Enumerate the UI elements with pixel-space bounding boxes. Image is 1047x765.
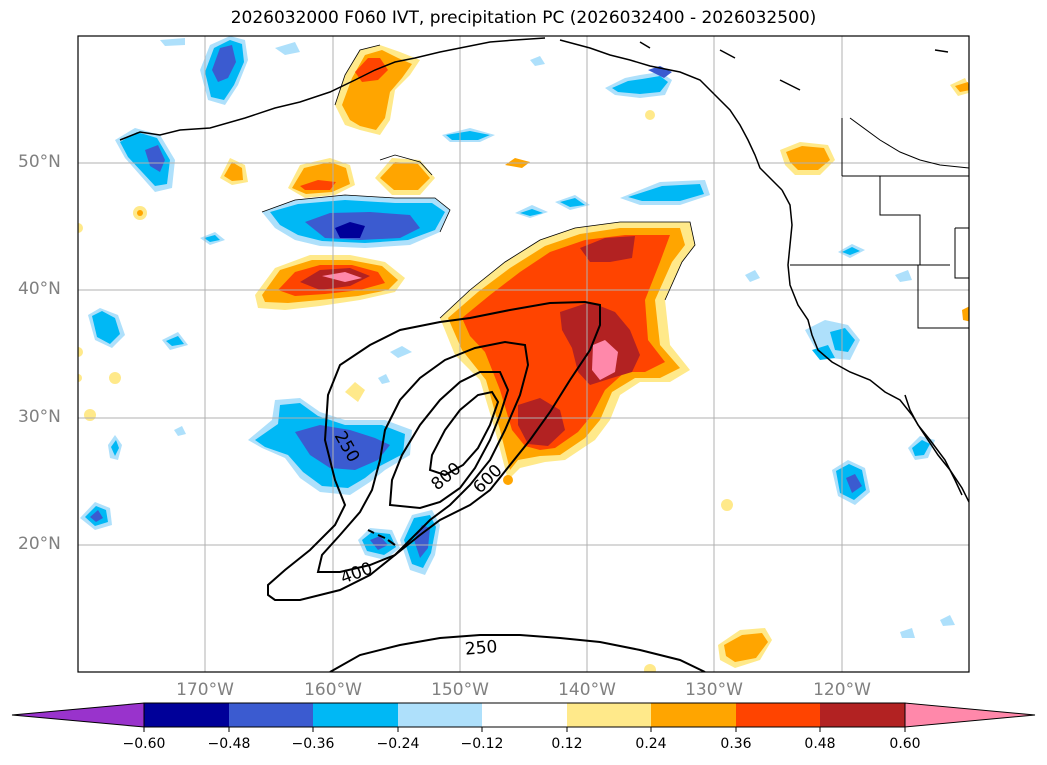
lon-label-130w: 130°W bbox=[685, 680, 743, 700]
colorbar-bin bbox=[398, 703, 482, 727]
colorbar-extend-low bbox=[11, 702, 145, 728]
colorbar-bin bbox=[567, 703, 651, 727]
colorbar-tick: −0.12 bbox=[460, 736, 504, 752]
colorbar-tick: 0.12 bbox=[551, 736, 583, 752]
ivt-contour-600 bbox=[388, 371, 510, 510]
precip-negative-subtropical bbox=[248, 398, 412, 495]
ivt-label-250-south: 250 bbox=[464, 637, 498, 660]
colorbar-tick: 0.24 bbox=[635, 736, 667, 752]
lat-label-40n: 40°N bbox=[18, 279, 61, 299]
colorbar-bin bbox=[736, 703, 820, 727]
colorbar-tick: −0.60 bbox=[122, 736, 166, 752]
ivt-contour-800 bbox=[428, 390, 500, 477]
colorbar-bin bbox=[229, 703, 313, 727]
precip-positive-west bbox=[255, 255, 405, 310]
lon-label-140w: 140°W bbox=[558, 680, 616, 700]
colorbar-bin bbox=[144, 703, 229, 727]
map-title: 2026032000 F060 IVT, precipitation PC (2… bbox=[230, 8, 817, 28]
colorbar-tick: −0.24 bbox=[376, 736, 420, 752]
precip-negative-band bbox=[262, 195, 450, 248]
colorbar-bin bbox=[313, 703, 398, 727]
colorbar-bin bbox=[651, 703, 736, 727]
lat-label-50n: 50°N bbox=[18, 152, 61, 172]
colorbar-tick: −0.36 bbox=[291, 736, 335, 752]
ivt-contours bbox=[267, 300, 706, 672]
colorbar bbox=[11, 702, 1036, 732]
colorbar-extend-high bbox=[904, 702, 1036, 728]
lat-label-20n: 20°N bbox=[18, 534, 61, 554]
ivt-contour-400 bbox=[316, 340, 530, 573]
lat-label-30n: 30°N bbox=[18, 407, 61, 427]
colorbar-bin bbox=[820, 703, 905, 727]
lon-label-120w: 120°W bbox=[813, 680, 871, 700]
political-boundaries bbox=[790, 117, 969, 329]
ivt-contour-250-south bbox=[329, 634, 706, 672]
colorbar-tick: 0.60 bbox=[889, 736, 921, 752]
coastlines bbox=[119, 37, 969, 546]
precip-positive-main bbox=[440, 222, 695, 480]
lon-label-160w: 160°W bbox=[304, 680, 362, 700]
colorbar-bin bbox=[482, 703, 567, 727]
colorbar-tick: −0.48 bbox=[207, 736, 251, 752]
ivt-contour-250-outer bbox=[267, 300, 601, 601]
colorbar-tick: 0.48 bbox=[804, 736, 836, 752]
colorbar-tick: 0.36 bbox=[720, 736, 752, 752]
lon-label-150w: 150°W bbox=[431, 680, 489, 700]
lon-label-170w: 170°W bbox=[176, 680, 234, 700]
